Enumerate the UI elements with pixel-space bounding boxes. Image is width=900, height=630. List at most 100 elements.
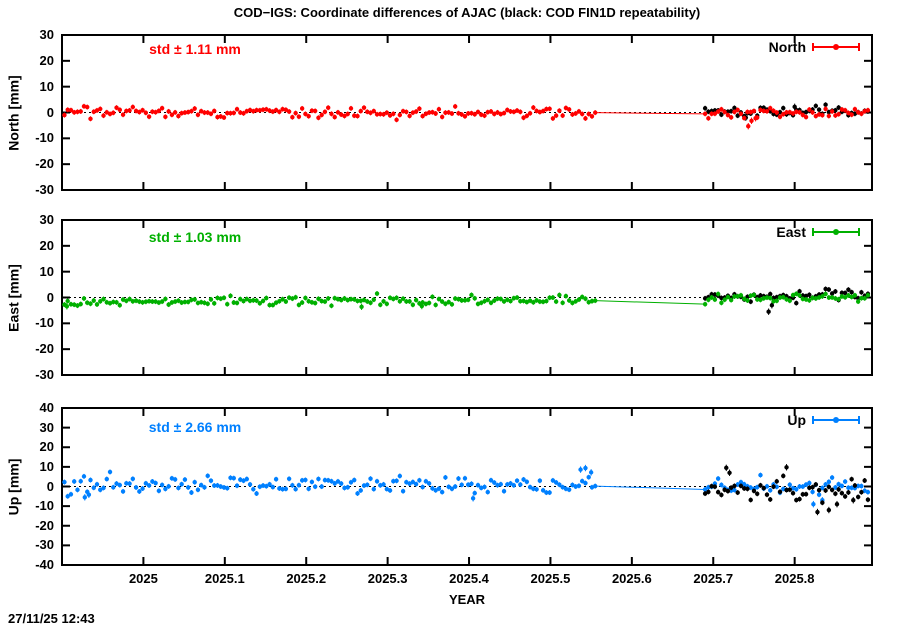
data-point — [241, 111, 246, 116]
data-point — [277, 109, 282, 115]
data-point — [758, 483, 763, 488]
data-point — [508, 109, 513, 114]
data-point — [550, 478, 556, 483]
data-point — [826, 113, 832, 119]
data-point — [761, 485, 766, 491]
data-point — [365, 482, 370, 488]
data-point — [179, 482, 184, 487]
data-point — [855, 299, 861, 304]
data-point — [384, 110, 390, 115]
data-point — [62, 479, 67, 485]
legend-label-up: Up — [787, 412, 806, 428]
data-point — [751, 488, 757, 494]
data-point — [540, 488, 546, 493]
data-point — [846, 110, 851, 116]
data-point — [404, 299, 409, 304]
data-point — [400, 488, 406, 494]
data-point — [348, 480, 354, 485]
data-point — [452, 484, 458, 489]
data-point — [342, 113, 347, 119]
data-point — [764, 295, 770, 300]
data-point — [163, 486, 168, 492]
data-point — [735, 490, 740, 495]
data-point — [800, 296, 806, 302]
data-point — [98, 106, 103, 112]
data-point — [348, 296, 354, 302]
data-point — [557, 482, 562, 487]
data-point — [322, 477, 328, 483]
data-point — [859, 490, 864, 495]
data-point — [537, 299, 543, 304]
data-point — [94, 482, 100, 487]
data-point — [816, 492, 822, 497]
data-point — [836, 487, 841, 492]
data-point — [715, 489, 721, 495]
data-point — [384, 301, 390, 307]
data-point — [715, 476, 721, 481]
data-point — [826, 484, 832, 490]
data-point — [501, 489, 507, 494]
data-point — [810, 295, 815, 301]
data-point — [127, 481, 132, 486]
data-point — [774, 298, 779, 304]
data-point — [768, 295, 773, 301]
data-point — [588, 470, 594, 475]
data-point — [732, 105, 737, 111]
data-point — [264, 295, 269, 301]
data-point — [371, 108, 376, 114]
data-point — [299, 300, 305, 305]
data-point — [855, 494, 861, 500]
data-point — [85, 104, 90, 110]
data-point — [815, 509, 820, 515]
data-point — [202, 485, 207, 490]
data-point — [407, 481, 412, 486]
data-point — [702, 491, 708, 496]
data-point — [576, 109, 582, 114]
data-point — [355, 491, 360, 496]
data-point — [771, 484, 776, 489]
data-point — [540, 108, 546, 114]
data-point — [225, 486, 230, 491]
data-point — [781, 294, 786, 300]
data-point — [709, 295, 714, 300]
data-point — [761, 108, 766, 114]
data-point — [738, 483, 744, 489]
data-point — [352, 297, 357, 302]
data-point — [485, 297, 490, 302]
data-point — [725, 294, 731, 300]
data-point — [709, 292, 714, 297]
data-point — [521, 477, 526, 482]
data-point — [413, 481, 419, 487]
data-point — [829, 291, 835, 296]
data-point — [498, 296, 503, 302]
data-point — [846, 490, 851, 495]
y-tick-label-east: 10 — [39, 263, 54, 279]
y-tick-label-east: -30 — [35, 367, 54, 382]
data-point — [738, 479, 744, 485]
data-point — [849, 476, 854, 482]
legend-sample-point — [833, 44, 839, 50]
data-point — [348, 106, 354, 111]
data-point — [267, 302, 272, 308]
data-point — [446, 299, 451, 305]
data-point — [722, 297, 727, 302]
data-point — [719, 112, 724, 117]
y-tick-label-east: -10 — [35, 315, 54, 331]
data-point — [166, 484, 171, 489]
data-point — [803, 491, 809, 497]
data-point — [251, 487, 256, 492]
data-point — [381, 482, 386, 487]
y-tick-label-north: -10 — [35, 130, 54, 146]
data-point — [583, 465, 588, 471]
data-point — [358, 488, 363, 493]
data-point — [137, 109, 142, 115]
data-point — [462, 476, 468, 481]
data-point — [488, 478, 494, 483]
data-point — [166, 302, 171, 307]
data-point — [359, 304, 364, 309]
data-point — [182, 477, 188, 482]
data-point — [807, 298, 812, 303]
panel-frame-up — [61, 407, 873, 566]
data-point — [312, 300, 318, 306]
data-point — [811, 501, 816, 507]
